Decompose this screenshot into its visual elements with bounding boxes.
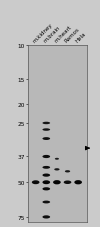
Ellipse shape bbox=[32, 180, 40, 184]
Ellipse shape bbox=[42, 122, 50, 125]
Text: Ramos: Ramos bbox=[64, 27, 81, 44]
Text: m.brain: m.brain bbox=[43, 25, 62, 44]
Ellipse shape bbox=[42, 201, 50, 204]
Ellipse shape bbox=[53, 180, 61, 185]
Ellipse shape bbox=[54, 168, 60, 171]
Ellipse shape bbox=[74, 180, 82, 185]
Ellipse shape bbox=[42, 188, 50, 191]
Ellipse shape bbox=[42, 129, 50, 131]
Ellipse shape bbox=[55, 158, 59, 160]
Text: Hela: Hela bbox=[75, 31, 87, 44]
Ellipse shape bbox=[42, 215, 50, 219]
Ellipse shape bbox=[65, 170, 70, 173]
Ellipse shape bbox=[42, 166, 50, 169]
Ellipse shape bbox=[64, 181, 71, 184]
Ellipse shape bbox=[42, 180, 50, 184]
Ellipse shape bbox=[42, 155, 50, 158]
Ellipse shape bbox=[42, 138, 50, 140]
Text: m.kidney: m.kidney bbox=[32, 22, 54, 44]
Text: m.heart: m.heart bbox=[53, 25, 72, 44]
Ellipse shape bbox=[42, 174, 50, 177]
